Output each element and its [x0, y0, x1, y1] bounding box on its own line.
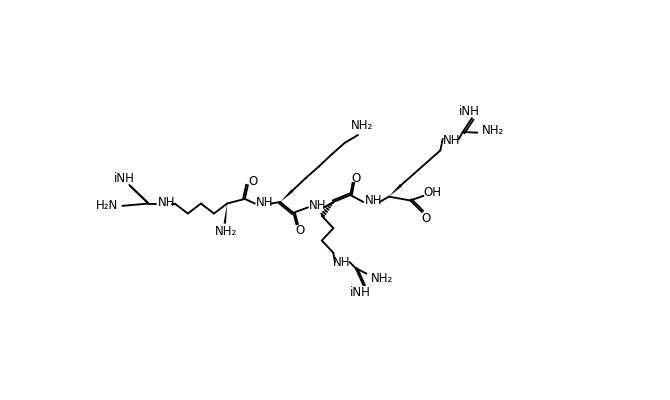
Polygon shape: [224, 204, 227, 224]
Text: O: O: [352, 172, 361, 186]
Text: O: O: [421, 212, 430, 225]
Text: iNH: iNH: [458, 105, 479, 118]
Text: NH: NH: [333, 256, 350, 269]
Text: NH: NH: [256, 196, 273, 208]
Text: NH₂: NH₂: [482, 124, 504, 137]
Text: iNH: iNH: [113, 172, 135, 186]
Polygon shape: [280, 189, 293, 202]
Text: NH₂: NH₂: [371, 272, 393, 286]
Text: NH: NH: [442, 134, 460, 147]
Text: NH₂: NH₂: [215, 225, 237, 238]
Text: OH: OH: [423, 186, 442, 199]
Text: H₂N: H₂N: [96, 199, 118, 212]
Text: NH: NH: [364, 194, 382, 207]
Text: iNH: iNH: [350, 286, 371, 299]
Text: NH₂: NH₂: [350, 119, 373, 132]
Text: NH: NH: [310, 199, 327, 212]
Polygon shape: [389, 184, 402, 197]
Text: O: O: [295, 224, 305, 237]
Text: NH: NH: [157, 196, 175, 208]
Text: O: O: [249, 175, 258, 188]
